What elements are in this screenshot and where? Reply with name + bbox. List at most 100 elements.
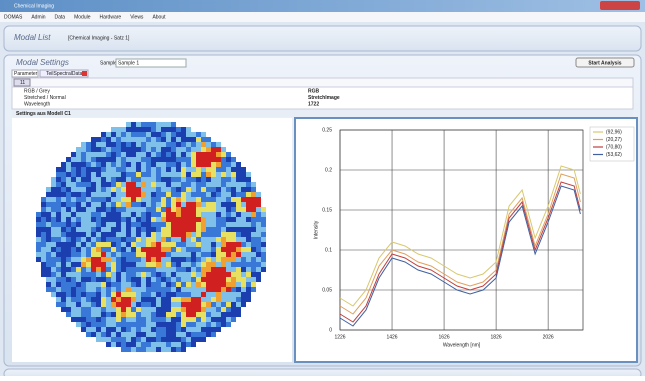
toolbar-button[interactable]	[13, 78, 31, 87]
section-title: Settings aus Modell C1	[16, 111, 71, 117]
heatmap-cell	[116, 182, 121, 187]
heatmap-cell	[86, 177, 91, 182]
heatmap-cell	[71, 307, 76, 312]
heatmap-cell	[131, 327, 136, 332]
section-header	[12, 110, 633, 117]
heatmap-cell	[91, 152, 96, 157]
heatmap-cell	[81, 217, 86, 222]
heatmap-cell	[181, 322, 186, 327]
heatmap-cell	[106, 217, 111, 222]
heatmap-cell	[61, 257, 66, 262]
heatmap-cell	[251, 237, 256, 242]
heatmap-cell	[181, 257, 186, 262]
heatmap-cell	[56, 237, 61, 242]
heatmap-cell	[56, 207, 61, 212]
heatmap-cell	[206, 327, 211, 332]
window-controls[interactable]	[600, 1, 640, 10]
heatmap-cell	[251, 182, 256, 187]
menu-item[interactable]: Hardware	[100, 14, 122, 20]
sample-input[interactable]	[115, 58, 187, 68]
heatmap-cell	[131, 262, 136, 267]
heatmap-cell	[161, 317, 166, 322]
menu-item[interactable]: Module	[74, 14, 91, 20]
heatmap-cell	[186, 127, 191, 132]
heatmap-cell	[161, 242, 166, 247]
tab-close[interactable]	[82, 71, 87, 76]
heatmap-cell	[201, 187, 206, 192]
heatmap-cell	[121, 247, 126, 252]
heatmap-cell	[111, 177, 116, 182]
heatmap-cell	[246, 207, 251, 212]
heatmap-cell	[146, 177, 151, 182]
heatmap-cell	[151, 237, 156, 242]
heatmap-cell	[186, 232, 191, 237]
heatmap-cell	[146, 242, 151, 247]
heatmap-cell	[166, 142, 171, 147]
heatmap-cell	[181, 182, 186, 187]
heatmap-cell	[191, 237, 196, 242]
heatmap-cell	[81, 162, 86, 167]
tab[interactable]	[39, 69, 89, 78]
heatmap-cell	[111, 127, 116, 132]
heatmap-cell	[216, 282, 221, 287]
heatmap-cell	[56, 267, 61, 272]
heatmap-cell	[116, 217, 121, 222]
heatmap-cell	[121, 302, 126, 307]
heatmap-cell	[176, 172, 181, 177]
heatmap-cell	[171, 317, 176, 322]
heatmap-cell	[116, 162, 121, 167]
modal-item[interactable]: [Chemical Imaging - Satz 1]	[68, 35, 130, 41]
heatmap-cell	[141, 287, 146, 292]
heatmap-cell	[136, 337, 141, 342]
heatmap-cell	[71, 207, 76, 212]
menu-item[interactable]: Data	[55, 14, 66, 20]
heatmap-cell	[101, 317, 106, 322]
heatmap-cell	[36, 232, 41, 237]
heatmap-cell	[96, 292, 101, 297]
heatmap-cell	[171, 172, 176, 177]
heatmap-cell	[136, 272, 141, 277]
heatmap-cell	[211, 172, 216, 177]
heatmap-cell	[216, 222, 221, 227]
heatmap-cell	[131, 257, 136, 262]
heatmap-cell	[81, 232, 86, 237]
menu-bar	[0, 12, 645, 22]
heatmap-cell	[201, 232, 206, 237]
menu-item[interactable]: About	[152, 14, 166, 20]
tab[interactable]	[11, 69, 39, 78]
heatmap-cell	[201, 197, 206, 202]
start-button[interactable]	[575, 57, 635, 68]
heatmap-cell	[126, 262, 131, 267]
heatmap-cell	[161, 152, 166, 157]
heatmap-cell	[111, 342, 116, 347]
heatmap-cell	[141, 222, 146, 227]
menu-item[interactable]: Admin	[31, 14, 45, 20]
heatmap-cell	[211, 282, 216, 287]
heatmap-cell	[186, 212, 191, 217]
heatmap-cell	[96, 317, 101, 322]
heatmap-cell	[201, 257, 206, 262]
menu-item[interactable]: Views	[130, 14, 144, 20]
heatmap-cell	[256, 192, 261, 197]
heatmap-cell	[166, 182, 171, 187]
heatmap-cell	[201, 162, 206, 167]
heatmap-cell	[156, 292, 161, 297]
heatmap-cell	[151, 142, 156, 147]
heatmap-cell	[196, 307, 201, 312]
heatmap-cell	[246, 267, 251, 272]
heatmap-cell	[121, 282, 126, 287]
heatmap-cell	[96, 307, 101, 312]
heatmap-cell	[191, 322, 196, 327]
heatmap-cell	[221, 207, 226, 212]
heatmap-cell	[256, 252, 261, 257]
heatmap-cell	[156, 217, 161, 222]
heatmap-cell	[191, 277, 196, 282]
heatmap-cell	[156, 347, 161, 352]
heatmap-cell	[91, 232, 96, 237]
heatmap-cell	[256, 222, 261, 227]
heatmap-cell	[46, 232, 51, 237]
heatmap-cell	[236, 182, 241, 187]
heatmap-cell	[81, 222, 86, 227]
menu-item[interactable]: DOMAS	[4, 14, 23, 20]
heatmap-cell	[231, 212, 236, 217]
